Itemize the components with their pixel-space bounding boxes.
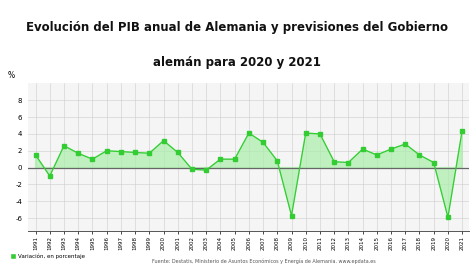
Y-axis label: %: % xyxy=(7,71,14,80)
Legend: Variación, en porcentaje: Variación, en porcentaje xyxy=(8,251,87,261)
Text: Fuente: Destatis, Ministerio de Asuntos Económicos y Energía de Alemania. www.ep: Fuente: Destatis, Ministerio de Asuntos … xyxy=(152,259,375,264)
Text: alemán para 2020 y 2021: alemán para 2020 y 2021 xyxy=(153,56,321,69)
Text: Evolución del PIB anual de Alemania y previsiones del Gobierno: Evolución del PIB anual de Alemania y pr… xyxy=(26,21,448,34)
